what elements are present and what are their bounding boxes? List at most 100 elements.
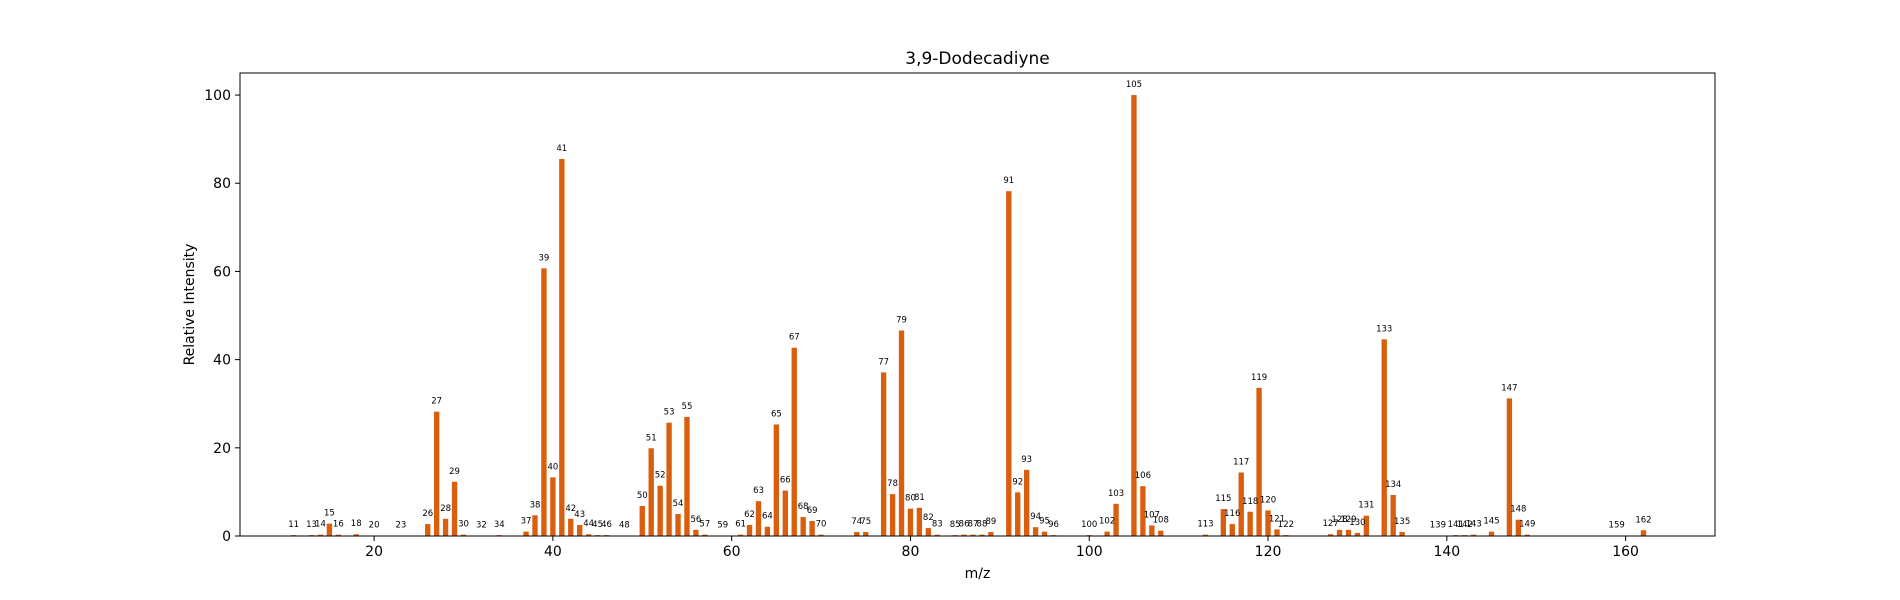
bar-mz-134: [1390, 494, 1396, 536]
bar-label-mz-100: 100: [1081, 520, 1097, 530]
bar-label-mz-20: 20: [369, 521, 380, 531]
bar-label-mz-129: 129: [1340, 515, 1356, 525]
bar-label-mz-14: 14: [315, 520, 326, 530]
bar-label-mz-121: 121: [1269, 514, 1285, 524]
bar-mz-81: [916, 507, 923, 536]
bar-mz-57: [702, 534, 708, 536]
bar-label-mz-106: 106: [1135, 471, 1151, 481]
bar-mz-135: [1399, 532, 1405, 536]
bar-label-mz-45: 45: [592, 520, 603, 530]
bar-label-mz-46: 46: [601, 520, 612, 530]
y-tick-label: 0: [222, 529, 231, 545]
bar-label-mz-38: 38: [530, 500, 541, 510]
bar-mz-26: [425, 524, 431, 536]
bar-mz-65: [773, 424, 780, 536]
x-axis-ticks: 20 40 60 80 100 120 140 160: [365, 536, 1639, 560]
bar-label-mz-65: 65: [771, 409, 782, 419]
bar-label-mz-103: 103: [1108, 489, 1124, 499]
bar-label-mz-108: 108: [1153, 516, 1169, 526]
x-tick-label: 100: [1076, 544, 1103, 560]
bar-mz-42: [568, 518, 574, 536]
x-tick-label: 120: [1255, 544, 1282, 560]
bar-label-mz-55: 55: [682, 402, 693, 412]
bar-mz-38: [532, 515, 538, 536]
bar-label-mz-89: 89: [985, 517, 996, 527]
bar-label-mz-40: 40: [547, 462, 558, 472]
bar-label-mz-66: 66: [780, 476, 791, 486]
bar-mz-64: [764, 526, 771, 536]
bar-label-mz-27: 27: [431, 397, 442, 407]
bar-mz-69: [809, 521, 815, 536]
bar-label-mz-143: 143: [1466, 520, 1482, 530]
bar-label-mz-82: 82: [923, 513, 934, 523]
bar-mz-28: [442, 518, 449, 536]
x-tick-label: 60: [723, 544, 741, 560]
y-tick-label: 100: [204, 88, 231, 104]
bar-label-mz-41: 41: [556, 144, 567, 154]
bar-label-mz-85: 85: [950, 520, 961, 530]
bar-label-mz-62: 62: [744, 510, 755, 520]
bar-label-mz-116: 116: [1224, 509, 1240, 519]
bar-mz-61: [737, 534, 744, 536]
bar-label-mz-145: 145: [1483, 517, 1499, 527]
bar-label-mz-64: 64: [762, 512, 773, 522]
bar-label-mz-44: 44: [583, 519, 594, 529]
bar-mz-79: [898, 330, 905, 536]
bar-label-mz-79: 79: [896, 316, 907, 326]
bar-mz-127: [1327, 534, 1334, 536]
bar-mz-119: [1256, 387, 1262, 536]
bar-mz-18: [353, 534, 359, 536]
bar-mz-67: [791, 347, 797, 536]
bar-label-mz-148: 148: [1510, 505, 1526, 515]
bar-label-mz-26: 26: [422, 509, 433, 519]
bar-label-mz-43: 43: [574, 510, 585, 520]
bar-mz-102: [1104, 531, 1110, 536]
bar-label-mz-42: 42: [565, 504, 576, 514]
bar-mz-147: [1506, 398, 1513, 536]
bar-mz-56: [693, 529, 699, 536]
bar-mz-83: [934, 534, 940, 536]
bar-mz-93: [1023, 469, 1030, 536]
bar-mz-115: [1220, 509, 1227, 536]
bar-mz-52: [657, 485, 663, 536]
bar-label-mz-23: 23: [395, 521, 406, 531]
bar-label-mz-78: 78: [887, 479, 898, 489]
bar-mz-44: [585, 534, 592, 536]
bar-label-mz-133: 133: [1376, 324, 1392, 334]
bar-mz-80: [907, 508, 914, 536]
bar-label-mz-127: 127: [1322, 519, 1338, 529]
bar-mz-143: [1470, 534, 1477, 536]
bar-label-mz-67: 67: [789, 333, 800, 343]
bar-mz-66: [782, 490, 788, 536]
bar-label-mz-93: 93: [1021, 455, 1032, 465]
bar-mz-62: [746, 524, 753, 536]
bar-label-mz-134: 134: [1385, 480, 1401, 490]
bar-mz-77: [880, 372, 887, 536]
bar-label-mz-131: 131: [1358, 501, 1374, 511]
bar-mz-75: [863, 532, 869, 536]
bar-mz-145: [1488, 531, 1495, 536]
bar-mz-53: [666, 422, 672, 536]
bar-mz-94: [1032, 527, 1039, 536]
bar-label-mz-96: 96: [1048, 520, 1059, 530]
bar-label-mz-122: 122: [1278, 520, 1294, 530]
bar-mz-118: [1247, 511, 1253, 536]
bar-label-mz-34: 34: [494, 520, 505, 530]
bar-label-mz-115: 115: [1215, 494, 1231, 504]
y-tick-label: 20: [213, 441, 231, 457]
bar-mz-113: [1202, 534, 1209, 536]
bar-label-mz-95: 95: [1039, 517, 1050, 527]
x-tick-label: 160: [1612, 544, 1639, 560]
bar-label-mz-94: 94: [1030, 512, 1041, 522]
bar-mz-116: [1229, 524, 1235, 536]
chart-title: 3,9-Dodecadiyne: [905, 49, 1049, 69]
bar-mz-117: [1238, 472, 1244, 536]
bar-mz-37: [523, 531, 529, 536]
x-tick-label: 140: [1433, 544, 1460, 560]
bar-mz-88: [979, 534, 985, 536]
bar-label-mz-119: 119: [1251, 373, 1267, 383]
bar-label-mz-128: 128: [1331, 515, 1347, 525]
